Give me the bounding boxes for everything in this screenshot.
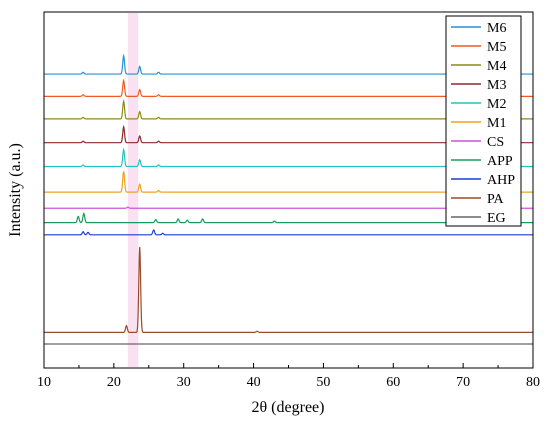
x-tick-label: 20	[107, 375, 121, 390]
x-tick-label: 40	[247, 375, 261, 390]
highlight-band	[127, 13, 139, 367]
legend-label-m6: M6	[487, 21, 506, 36]
legend-label-cs: CS	[487, 135, 504, 150]
legend-label-pa: PA	[487, 192, 505, 207]
x-tick-label: 50	[316, 375, 330, 390]
legend-label-m1: M1	[487, 116, 506, 131]
x-tick-label: 70	[456, 375, 470, 390]
x-tick-label: 60	[386, 375, 400, 390]
x-tick-label: 80	[526, 375, 540, 390]
legend-label-ahp: AHP	[487, 173, 515, 188]
x-tick-label: 30	[177, 375, 191, 390]
x-axis-title: 2θ (degree)	[252, 399, 325, 416]
legend-label-m2: M2	[487, 97, 506, 112]
y-axis-title: Intensity (a.u.)	[7, 143, 24, 237]
legend-label-m4: M4	[487, 59, 506, 74]
legend: M6 M5 M4 M3 M2 M1 CS APP AHP PA EG	[445, 15, 522, 227]
series-layer	[44, 53, 533, 345]
legend-box	[445, 15, 522, 227]
legend-label-m3: M3	[487, 78, 506, 93]
legend-label-app: APP	[487, 154, 513, 169]
legend-label-m5: M5	[487, 40, 506, 55]
series-line-pa	[44, 246, 533, 334]
x-axis-ticks: 10 20 30 40 50 60 70 80	[37, 363, 540, 390]
legend-label-eg: EG	[487, 211, 506, 226]
x-tick-label: 10	[37, 375, 51, 390]
series-line-ahp	[44, 229, 533, 236]
